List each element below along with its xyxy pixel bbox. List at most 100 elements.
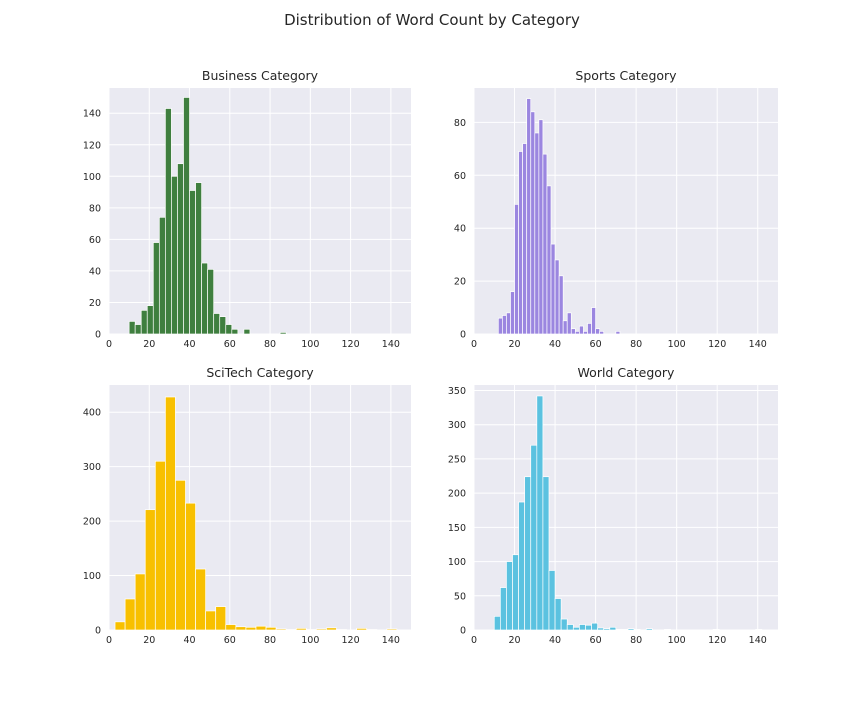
world-bar	[597, 627, 605, 631]
business-y-tick-label: 140	[83, 109, 101, 120]
sports-y-tick-label: 40	[454, 224, 466, 235]
subplot-grid: 0 20 40 60 80 100 120 140 0 20 40 60 80 100 120 140 Busi…	[83, 68, 778, 646]
world-bar	[566, 624, 574, 631]
scitech-bar	[185, 502, 196, 631]
scitech-y-tick-label: 400	[83, 408, 101, 419]
sports-x-tick-label: 40	[549, 339, 561, 350]
business-y-tick-label: 40	[89, 266, 101, 277]
sports-title: Sports Category	[575, 68, 677, 83]
world-bar	[621, 628, 629, 631]
scitech-bar	[114, 621, 126, 631]
business-x-tick-label: 40	[183, 339, 195, 350]
world-x-tick-label: 0	[471, 635, 477, 646]
business-y-tick-label: 100	[83, 172, 101, 183]
business-panel: 0 20 40 60 80 100 120 140 0 20 40 60 80 100 120 140 Busi…	[83, 68, 411, 350]
scitech-bar	[144, 509, 156, 631]
scitech-y-tick-label: 300	[83, 462, 101, 473]
business-bar	[213, 313, 221, 335]
scitech-bar	[175, 479, 186, 631]
world-bar	[548, 570, 556, 631]
business-y-tick-label: 0	[95, 330, 101, 341]
sports-x-tick-label: 0	[471, 339, 477, 350]
world-y-tick-label: 250	[448, 454, 466, 465]
world-x-tick-label: 40	[549, 635, 561, 646]
sports-y-tick-label: 20	[454, 277, 466, 288]
business-bar	[128, 321, 136, 335]
world-bar	[512, 554, 519, 631]
scitech-bar	[356, 628, 368, 631]
business-x-tick-label: 80	[264, 339, 276, 350]
sports-x-tick-label: 120	[708, 339, 726, 350]
scitech-x-tick-label: 0	[106, 635, 112, 646]
business-bars	[128, 97, 287, 335]
scitech-x-tick-label: 80	[264, 635, 276, 646]
scitech-bars	[114, 396, 398, 631]
scitech-bar	[366, 629, 378, 631]
sports-bar	[615, 331, 621, 335]
scitech-bar	[265, 626, 277, 631]
business-x-tick-label: 20	[143, 339, 155, 350]
world-bar	[518, 501, 526, 631]
world-bar	[493, 615, 501, 631]
sports-bar	[562, 320, 568, 335]
world-bar	[554, 598, 562, 631]
scitech-bar	[195, 568, 206, 631]
world-bar	[609, 626, 617, 631]
business-x-tick-label: 60	[224, 339, 236, 350]
sports-bars	[497, 98, 621, 335]
world-y-tick-label: 300	[448, 420, 466, 431]
business-bar	[158, 216, 166, 335]
sports-bar	[542, 153, 548, 335]
world-x-tick-label: 20	[508, 635, 520, 646]
world-y-tick-label: 0	[460, 626, 466, 637]
business-bar	[146, 305, 154, 335]
scitech-y-tick-label: 0	[95, 626, 101, 637]
business-bar	[134, 324, 142, 335]
world-y-tick-label: 200	[448, 489, 466, 500]
sports-bar	[526, 98, 532, 335]
world-bar	[579, 624, 586, 631]
scitech-bar	[285, 629, 297, 631]
scitech-bar	[295, 628, 307, 631]
scitech-bar	[225, 624, 237, 631]
business-x-tick-label: 0	[106, 339, 112, 350]
scitech-x-tick-label: 120	[342, 635, 360, 646]
world-bar	[615, 628, 623, 631]
sports-bar	[599, 331, 605, 335]
business-bar	[195, 182, 202, 335]
sports-bar	[518, 151, 523, 335]
sports-y-tick-label: 0	[460, 330, 466, 341]
world-title: World Category	[578, 365, 675, 380]
business-bar	[207, 268, 215, 335]
scitech-bar	[134, 573, 146, 631]
scitech-bar	[124, 598, 136, 631]
world-bar	[572, 626, 580, 631]
sports-x-tick-label: 60	[590, 339, 602, 350]
sports-grid	[473, 88, 778, 335]
business-bar	[219, 316, 227, 335]
business-bar	[189, 190, 196, 335]
scitech-bar	[205, 610, 217, 631]
sports-bar	[583, 331, 588, 335]
world-y-tick-label: 150	[448, 523, 466, 534]
business-y-tick-label: 120	[83, 140, 101, 151]
world-bar	[627, 628, 635, 631]
scitech-x-tick-label: 40	[183, 635, 195, 646]
business-bar	[165, 108, 172, 335]
world-x-tick-label: 140	[749, 635, 767, 646]
world-bar	[755, 628, 763, 631]
scitech-y-tick-label: 200	[83, 517, 101, 528]
scitech-title: SciTech Category	[206, 365, 314, 380]
sports-bar	[497, 317, 503, 335]
scitech-x-tick-label: 60	[224, 635, 236, 646]
scitech-bar	[386, 628, 398, 631]
business-y-tick-label: 80	[89, 203, 101, 214]
business-bar	[279, 332, 287, 335]
scitech-bar	[154, 460, 166, 631]
world-bar	[712, 628, 720, 631]
world-y-tick-label: 50	[454, 591, 466, 602]
scitech-panel: 0 20 40 60 80 100 120 140 0 100 200 300 400 SciTech C…	[83, 365, 411, 646]
business-bar	[243, 328, 251, 335]
